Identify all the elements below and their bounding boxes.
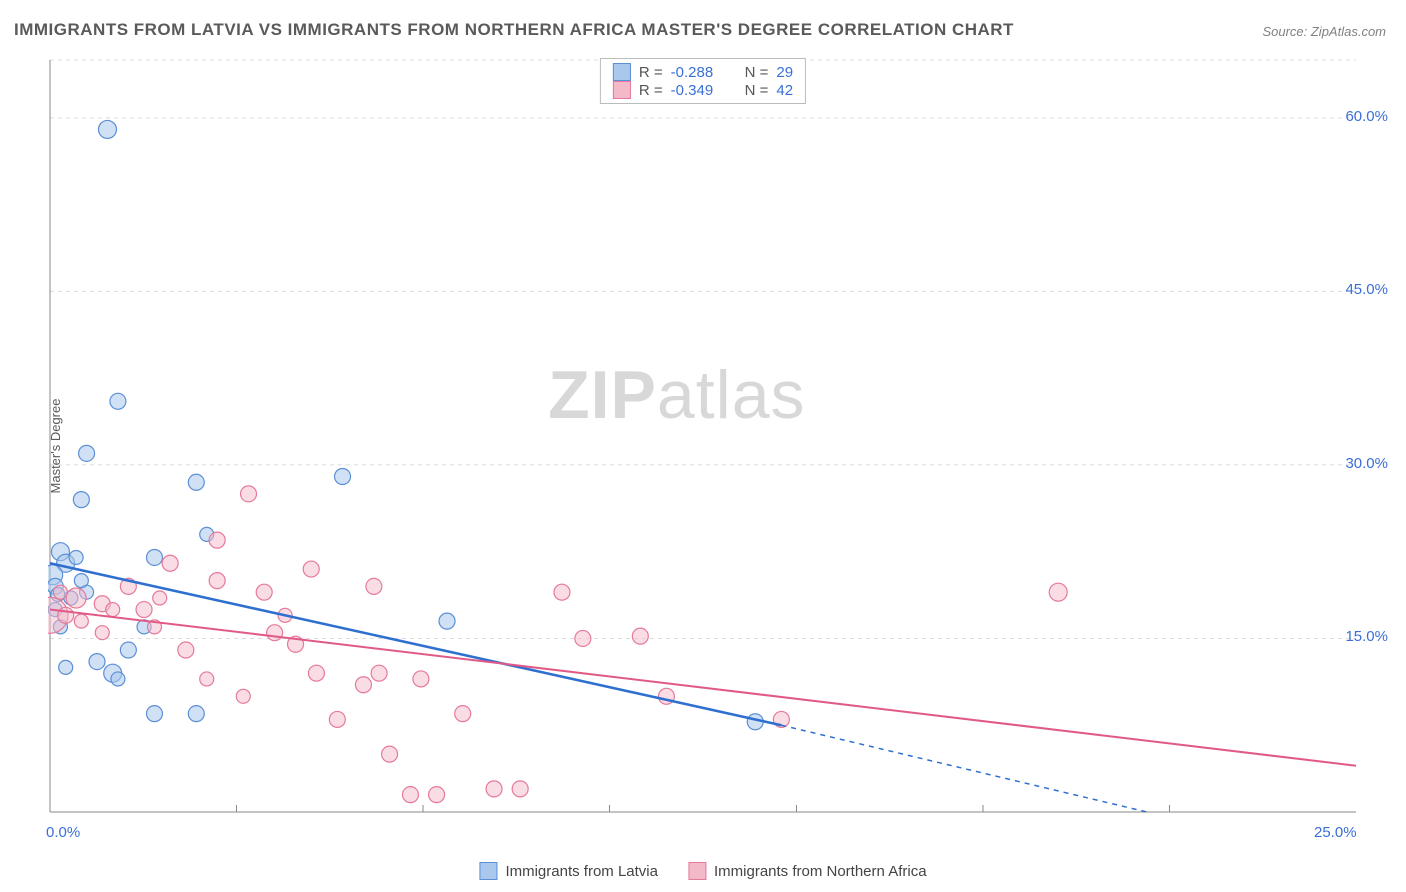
source-attribution: Source: ZipAtlas.com (1262, 24, 1386, 39)
swatch-nafrica (613, 81, 631, 99)
y-tick-label: 15.0% (1345, 628, 1388, 645)
legend-item-latvia: Immigrants from Latvia (479, 862, 658, 880)
y-tick-label: 60.0% (1345, 108, 1388, 125)
legend-item-nafrica: Immigrants from Northern Africa (688, 862, 927, 880)
y-tick-label: 45.0% (1345, 281, 1388, 298)
chart-title: IMMIGRANTS FROM LATVIA VS IMMIGRANTS FRO… (14, 20, 1014, 40)
legend-row-nafrica: R = -0.349 N = 42 (613, 81, 793, 99)
x-tick-label: 0.0% (46, 824, 80, 841)
y-tick-label: 30.0% (1345, 455, 1388, 472)
series-legend: Immigrants from Latvia Immigrants from N… (479, 862, 926, 880)
swatch-nafrica-b (688, 862, 706, 880)
scatter-plot (48, 56, 1358, 826)
swatch-latvia (613, 63, 631, 81)
x-tick-label: 25.0% (1314, 824, 1357, 841)
legend-row-latvia: R = -0.288 N = 29 (613, 63, 793, 81)
correlation-legend: R = -0.288 N = 29 R = -0.349 N = 42 (600, 58, 806, 104)
swatch-latvia-b (479, 862, 497, 880)
chart-area: ZIPatlas (48, 56, 1358, 826)
